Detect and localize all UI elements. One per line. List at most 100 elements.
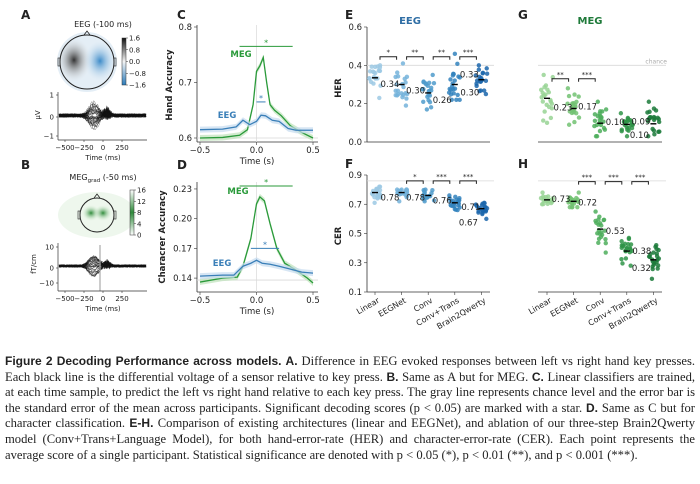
data-point [403,80,408,85]
data-point [647,254,652,260]
data-point [623,256,629,261]
data-point [480,210,485,216]
data-point [548,115,554,121]
y-axis-label-cer: CER [334,226,344,245]
significance-bracket [379,56,398,60]
x-tick-label: −500 [55,295,74,303]
data-point [484,216,489,222]
data-point [597,231,602,236]
data-point [474,81,479,86]
x-tick-label: 0.0 [250,146,264,156]
data-point [541,72,546,78]
data-point [575,204,580,210]
data-point [421,79,426,84]
data-point [601,217,606,223]
category-label: EEGNet [549,296,580,319]
category-label: EEGNet [377,296,408,319]
data-point [619,256,624,262]
data-point [394,82,399,87]
mean-value-label: 0.73 [552,195,571,205]
mean-value-label: 0.26 [433,96,452,106]
ear-left-icon [57,57,61,67]
data-point [403,103,409,108]
data-point [624,246,629,251]
x-tick-label: −250 [74,144,93,152]
data-point [481,88,487,93]
data-point [474,203,479,208]
colorbar-tick-label: 0.8 [129,46,140,54]
y-axis-label: fT/cm [30,254,38,274]
data-point [620,243,625,249]
data-point [652,132,657,137]
data-point [593,209,598,214]
x-axis-label: Time (ms) [84,305,121,313]
data-point [401,84,406,90]
data-point [619,128,624,134]
colorbar-tick-label: 8 [137,209,141,217]
data-point [576,115,582,120]
data-point [431,198,437,203]
data-point [549,101,555,106]
mean-value-label: 0.38 [632,247,651,257]
significance-stars: *** [582,71,593,79]
data-point [397,199,402,204]
significance-bracket [631,181,649,185]
significance-bracket [406,56,424,60]
data-point [601,125,607,131]
data-point [370,192,376,197]
data-point [649,276,655,282]
data-point [646,99,652,104]
ear-left-icon [77,210,81,220]
data-point [375,192,380,197]
data-point [629,122,634,127]
significance-star: * [263,240,267,249]
caption-d-text: Same as C but for character classificati… [5,400,696,431]
y-tick-label: 0.7 [178,79,192,89]
data-point [597,128,603,134]
data-point [651,128,657,133]
data-point [654,259,659,265]
data-point [599,115,604,121]
y-tick-label: 0.6 [178,134,192,144]
significance-bracket [459,56,477,60]
mean-value-label: 0.33 [460,71,479,81]
mean-value-label: 0.34 [381,80,400,90]
data-point [541,201,546,207]
data-point [541,118,546,123]
colorbar-tick-label: −0.8 [129,70,146,78]
caption-d-label: D. [586,400,599,415]
data-point [624,125,629,130]
y-axis-label: Hand Accuracy [165,49,175,121]
data-point [571,201,577,206]
y-axis-label: µV [34,110,42,119]
colorbar-tick-label: 0.0 [129,58,140,66]
data-point [624,134,630,139]
data-point [656,129,661,135]
y-tick-label: 0.1 [348,288,362,298]
significance-stars: ** [438,49,446,57]
panel-e-title: EEG [399,16,421,27]
data-point [427,99,433,105]
caption-title: Figure 2 Decoding Performance across mod… [5,354,282,368]
data-point [424,107,430,112]
data-point [592,123,597,129]
data-point [427,88,432,94]
data-point [367,76,372,81]
data-point [544,120,550,126]
topomap-blob [94,205,112,221]
y-tick-label: 0.8 [178,23,192,33]
caption-eh-label: E-H. [129,416,154,431]
ear-right-icon [113,57,117,67]
data-point [645,110,650,115]
x-tick-label: 0 [101,295,105,303]
data-point [473,73,478,78]
significance-stars: *** [582,174,593,182]
y-tick-label: −1 [44,133,54,141]
y-tick-label: 0.5 [348,230,362,240]
significance-stars: *** [436,173,447,181]
data-point [448,87,454,93]
data-point [375,186,380,192]
data-point [378,83,383,88]
eeg-trace [58,107,147,120]
